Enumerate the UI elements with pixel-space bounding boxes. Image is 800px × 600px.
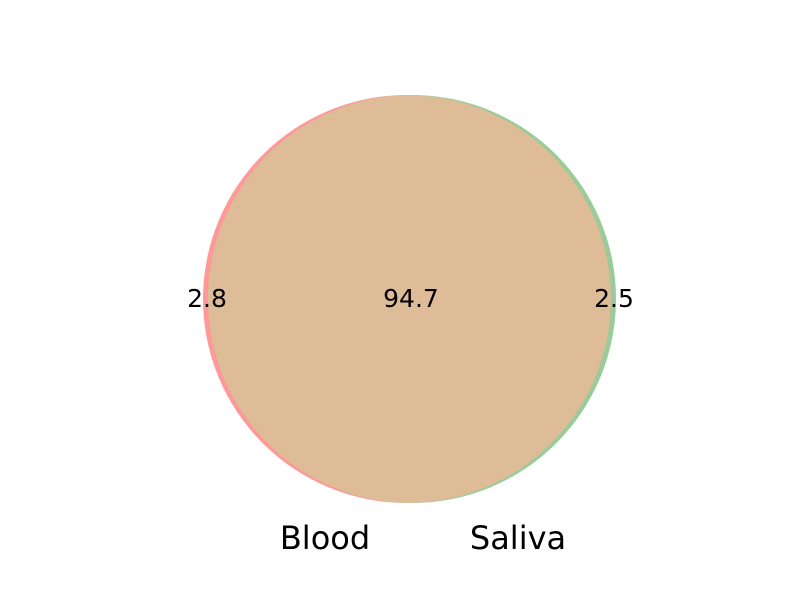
- intersection-region: [208, 95, 611, 503]
- blood-set-label: Blood: [280, 519, 370, 557]
- blood-only-value: 2.8: [187, 284, 227, 313]
- saliva-set-label: Saliva: [470, 519, 566, 557]
- saliva-only-value: 2.5: [594, 284, 634, 313]
- intersection-value: 94.7: [383, 284, 439, 313]
